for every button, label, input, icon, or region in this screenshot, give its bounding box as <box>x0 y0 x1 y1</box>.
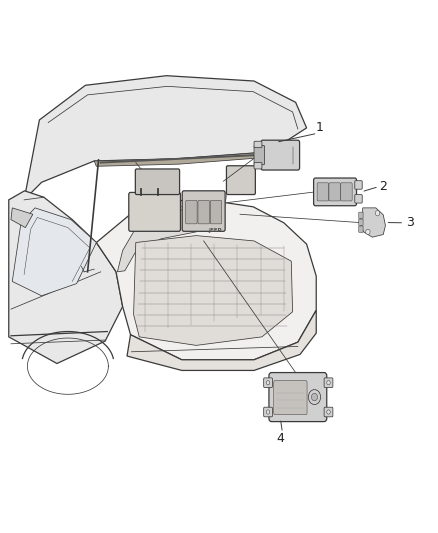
Text: 3: 3 <box>406 216 413 229</box>
FancyBboxPatch shape <box>254 141 262 148</box>
FancyBboxPatch shape <box>254 163 262 169</box>
Polygon shape <box>12 208 96 296</box>
Text: 1: 1 <box>316 122 324 134</box>
FancyBboxPatch shape <box>269 373 327 422</box>
FancyBboxPatch shape <box>341 183 352 201</box>
FancyBboxPatch shape <box>317 183 328 201</box>
FancyBboxPatch shape <box>198 200 209 224</box>
Polygon shape <box>359 208 385 237</box>
Circle shape <box>366 229 370 235</box>
Circle shape <box>327 381 330 385</box>
FancyBboxPatch shape <box>129 192 180 231</box>
FancyBboxPatch shape <box>329 183 340 201</box>
FancyBboxPatch shape <box>226 166 255 195</box>
FancyBboxPatch shape <box>210 200 222 224</box>
Text: JEEP: JEEP <box>208 228 221 233</box>
Polygon shape <box>127 310 316 370</box>
FancyBboxPatch shape <box>264 378 272 387</box>
Text: 2: 2 <box>379 180 387 193</box>
FancyBboxPatch shape <box>314 178 357 206</box>
FancyBboxPatch shape <box>359 212 363 219</box>
FancyBboxPatch shape <box>355 181 362 189</box>
Circle shape <box>375 211 380 216</box>
Polygon shape <box>24 76 307 200</box>
Polygon shape <box>96 198 316 360</box>
FancyBboxPatch shape <box>324 378 333 387</box>
Circle shape <box>327 410 330 414</box>
FancyBboxPatch shape <box>359 226 363 232</box>
FancyBboxPatch shape <box>182 191 225 231</box>
Polygon shape <box>117 207 196 272</box>
FancyBboxPatch shape <box>359 219 363 225</box>
Text: 4: 4 <box>276 432 284 445</box>
FancyBboxPatch shape <box>254 146 265 165</box>
Circle shape <box>308 390 321 405</box>
Polygon shape <box>94 152 275 166</box>
FancyBboxPatch shape <box>355 195 362 203</box>
Circle shape <box>266 410 270 414</box>
FancyBboxPatch shape <box>261 140 300 170</box>
Polygon shape <box>134 236 293 345</box>
Polygon shape <box>9 191 123 364</box>
FancyBboxPatch shape <box>135 169 180 195</box>
FancyBboxPatch shape <box>324 407 333 417</box>
FancyBboxPatch shape <box>274 381 307 415</box>
FancyBboxPatch shape <box>264 407 272 417</box>
Circle shape <box>266 381 270 385</box>
Polygon shape <box>11 208 33 228</box>
Circle shape <box>311 393 318 401</box>
FancyBboxPatch shape <box>186 200 197 224</box>
